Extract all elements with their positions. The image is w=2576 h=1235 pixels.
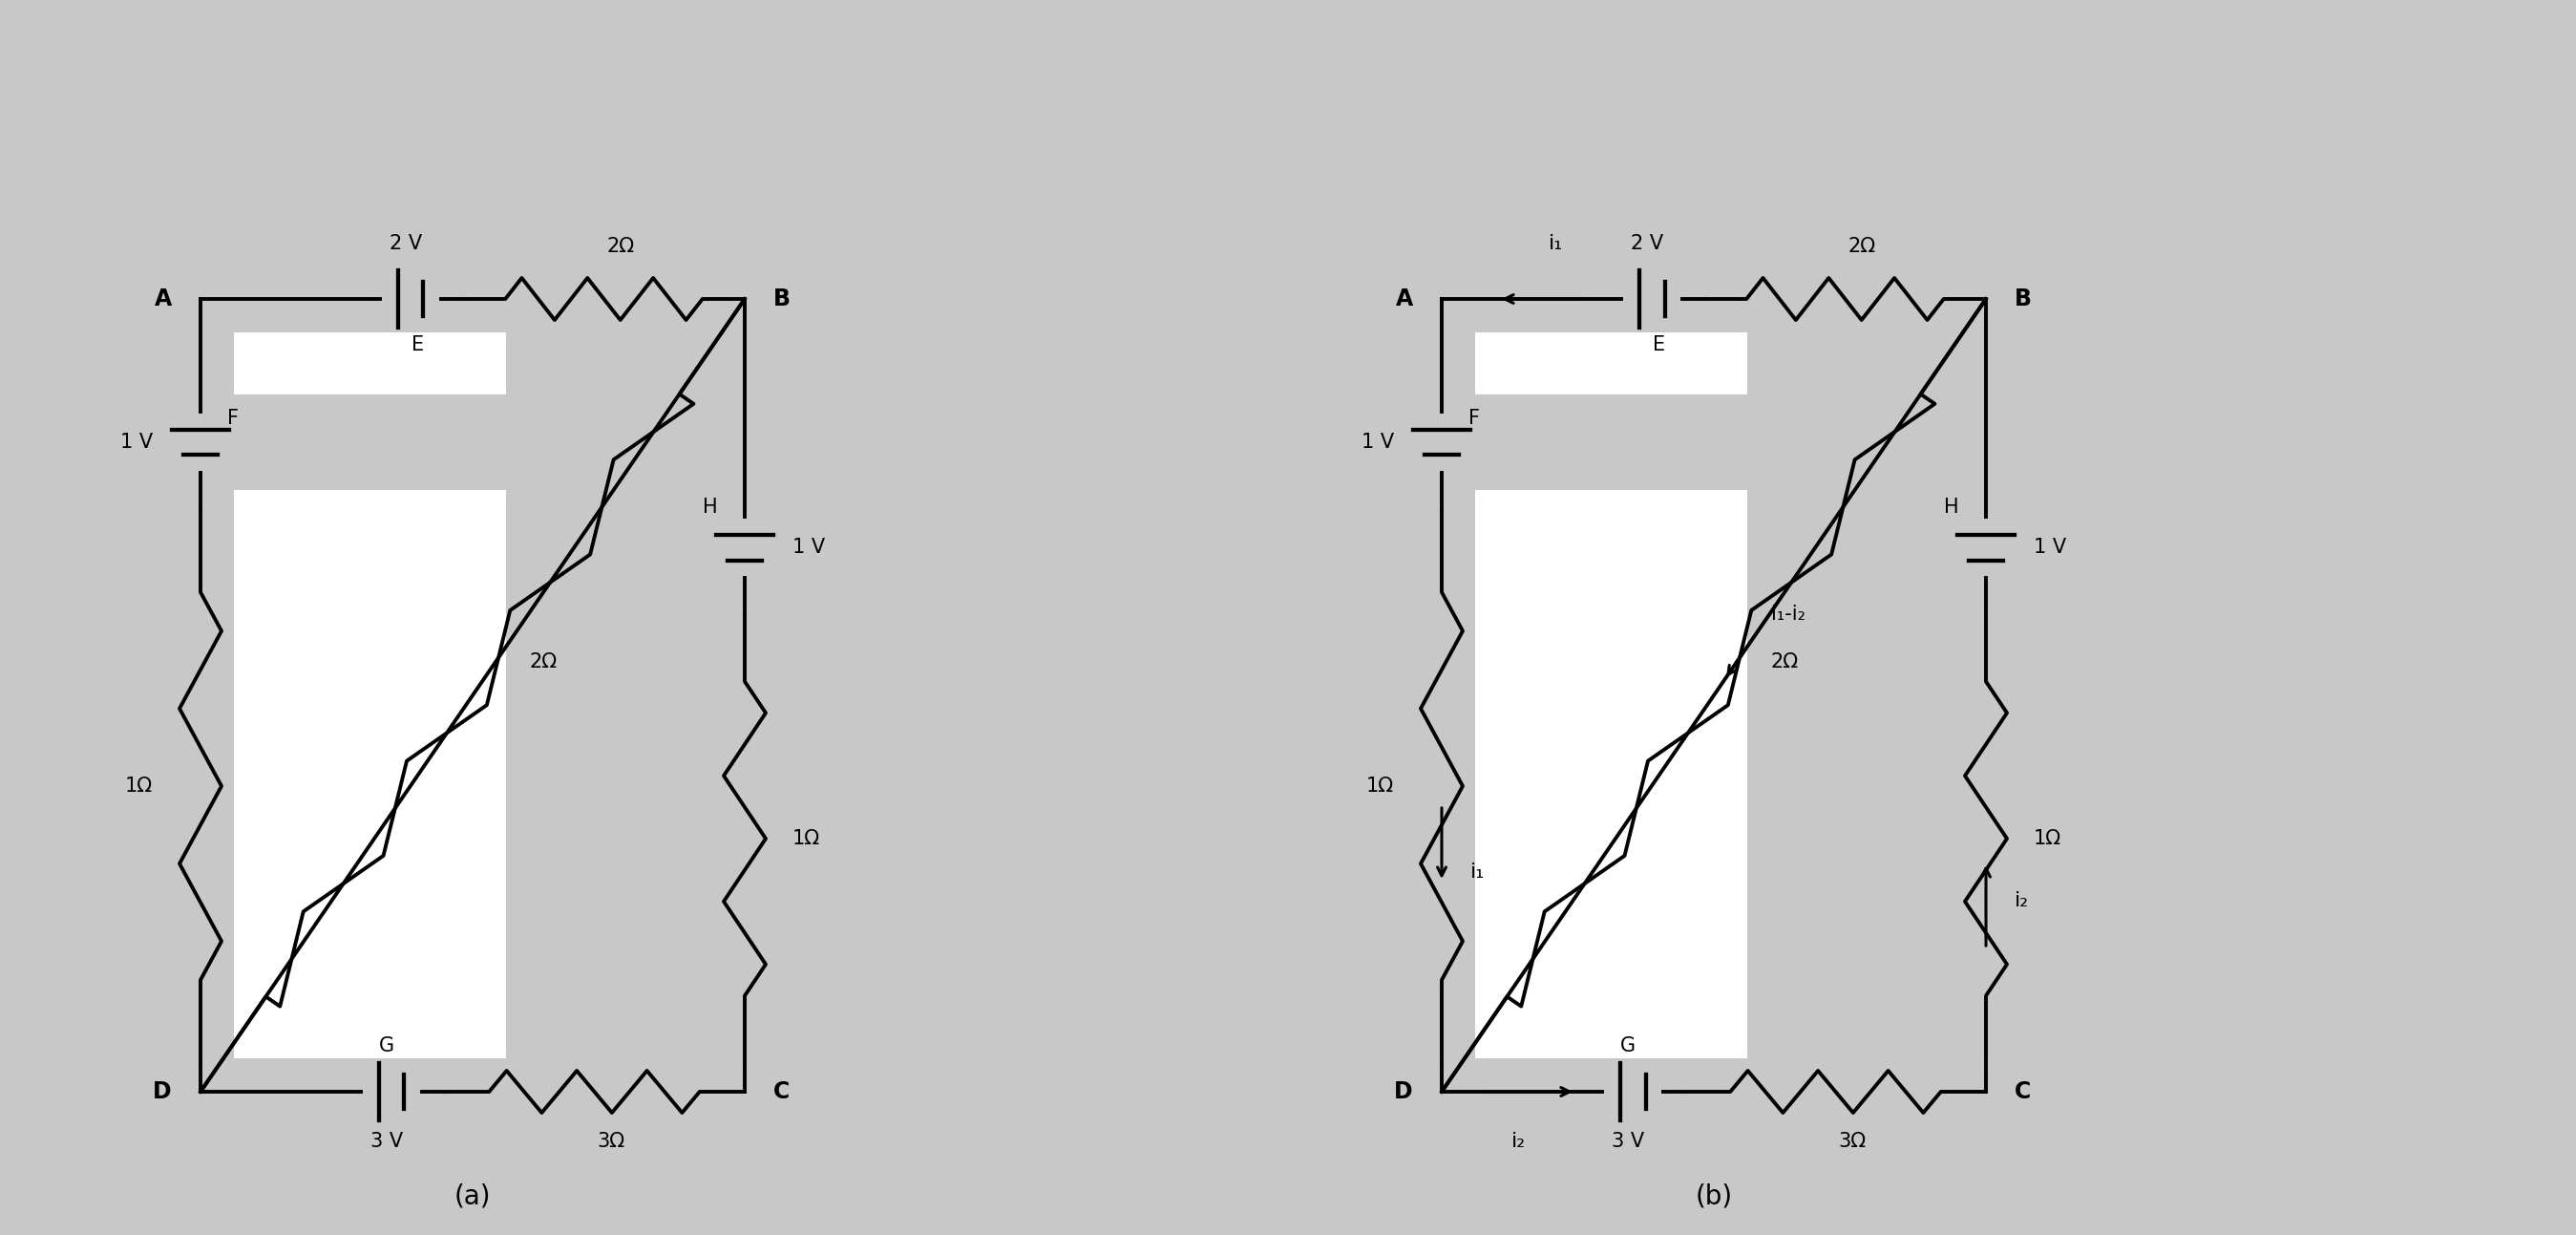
Text: G: G (1620, 1036, 1636, 1056)
Bar (234, 332, 505, 394)
Text: A: A (155, 288, 173, 310)
Text: H: H (1945, 498, 1960, 516)
Text: D: D (152, 1081, 173, 1103)
Text: F: F (1468, 409, 1479, 427)
Text: A: A (1396, 288, 1414, 310)
Text: F: F (227, 409, 240, 427)
Bar (1476, 490, 1723, 1058)
Text: 3 V: 3 V (1613, 1131, 1643, 1151)
Text: E: E (1654, 335, 1667, 354)
Text: 2Ω: 2Ω (608, 237, 634, 256)
Text: 3Ω: 3Ω (1839, 1131, 1865, 1151)
Text: G: G (379, 1036, 394, 1056)
Text: i₂: i₂ (2014, 892, 2030, 910)
Text: 3 V: 3 V (371, 1131, 402, 1151)
Bar (234, 490, 482, 1058)
Text: 2 V: 2 V (389, 233, 422, 253)
Text: 1Ω: 1Ω (1365, 777, 1394, 795)
Text: E: E (412, 335, 425, 354)
Text: 2 V: 2 V (1631, 233, 1664, 253)
Text: 1 V: 1 V (2032, 537, 2066, 557)
Text: C: C (2014, 1081, 2030, 1103)
Text: 2Ω: 2Ω (531, 652, 559, 672)
Text: D: D (1394, 1081, 1414, 1103)
Text: i₁: i₁ (1548, 233, 1564, 253)
Text: H: H (703, 498, 719, 516)
Text: 1Ω: 1Ω (126, 777, 152, 795)
Text: 2Ω: 2Ω (1772, 652, 1798, 672)
Bar (1476, 332, 1747, 394)
Bar (234, 490, 505, 1058)
Text: i₁: i₁ (1471, 862, 1484, 882)
Bar (1476, 490, 1747, 1058)
Text: 1Ω: 1Ω (2032, 829, 2061, 848)
Text: i₁-i₂: i₁-i₂ (1772, 605, 1806, 624)
Bar (234, 332, 482, 394)
Text: i₂: i₂ (1512, 1131, 1525, 1151)
Bar (878, 184, 1213, 519)
Text: B: B (773, 288, 791, 310)
Bar (974, 1110, 1164, 1207)
Text: 1 V: 1 V (793, 537, 824, 557)
Text: 3Ω: 3Ω (598, 1131, 626, 1151)
Text: C: C (773, 1081, 791, 1103)
Bar (1476, 332, 1723, 394)
Text: (a): (a) (453, 1183, 492, 1210)
Text: (b): (b) (1695, 1183, 1734, 1210)
Text: B: B (2014, 288, 2032, 310)
Text: 1Ω: 1Ω (793, 829, 819, 848)
Text: 2Ω: 2Ω (1847, 237, 1875, 256)
Text: 1 V: 1 V (1360, 432, 1394, 452)
Text: 1 V: 1 V (121, 432, 152, 452)
Bar (935, 757, 1175, 1044)
